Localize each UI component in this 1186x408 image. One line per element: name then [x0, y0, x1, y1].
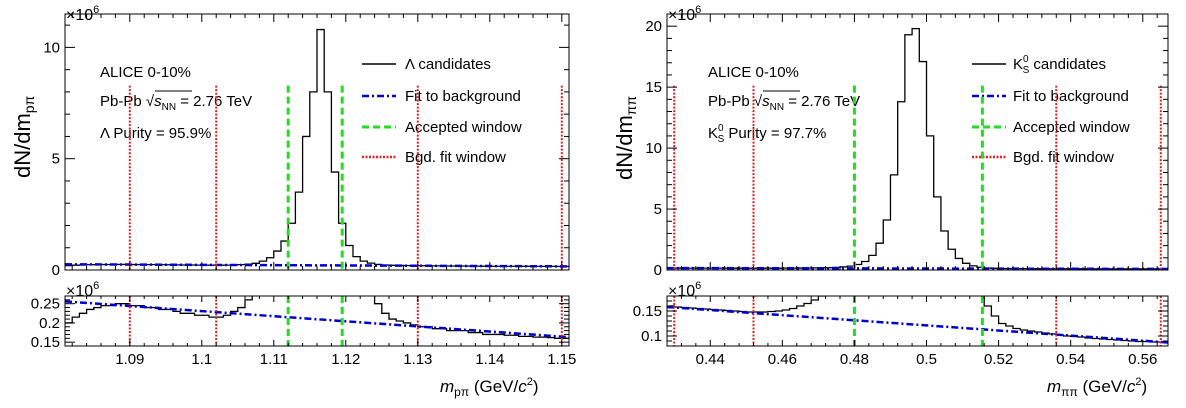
left-xtick-label: 1.14	[475, 351, 504, 368]
left-info-line3: Λ Purity = 95.9%	[100, 125, 211, 142]
left-info-line1: ALICE 0-10%	[100, 64, 191, 81]
left-main-plot-area	[65, 28, 569, 270]
right-legend-candidates: K0 S candidates	[1013, 54, 1106, 76]
right-legend-accepted: Accepted window	[1013, 119, 1130, 136]
right-ratio-background-fit-line	[667, 305, 1168, 344]
left-xtick-label: 1.1	[191, 351, 212, 368]
right-main-plot-area	[667, 27, 1168, 270]
left-legend-fit: Fit to background	[405, 88, 521, 105]
right-info-line2: Pb-Pb √sNN = 2.76 TeV	[708, 93, 860, 113]
right-info-line1: ALICE 0-10%	[708, 64, 799, 81]
left-main-ytick-label: 0	[52, 262, 60, 279]
left-scale-label: ×106	[66, 4, 99, 24]
right-xtick-label: 0.56	[1128, 351, 1157, 368]
right-xtick-label: 0.48	[840, 351, 869, 368]
left-legend-accepted: Accepted window	[405, 119, 522, 136]
left-xtick-label: 1.15	[547, 351, 576, 368]
left-xtick-label: 1.11	[260, 351, 288, 368]
left-main-background-fit-line	[65, 263, 569, 268]
right-y-axis-label: dN/dmππ	[612, 96, 639, 180]
left-xtick-label: 1.09	[115, 351, 144, 368]
left-x-axis-label: mpπ (GeV/c2)	[440, 376, 539, 399]
right-main-ytick-label: 15	[645, 79, 662, 96]
left-legend: Λ candidates Fit to background Accepted …	[362, 56, 522, 166]
right-ratio-ytick-label: 0.15	[633, 303, 662, 320]
right-legend: K0 S candidates Fit to background Accepte…	[972, 54, 1130, 166]
right-main-background-fit-line	[667, 266, 1168, 270]
left-panel: ×106 ×106 dN/dmpπ mpπ (GeV/c2) ALICE 0-1…	[10, 4, 576, 399]
left-xtick-label: 1.12	[331, 351, 360, 368]
right-xtick-label: 0.5	[916, 351, 937, 368]
right-main-ytick-label: 0	[654, 262, 662, 279]
right-xtick-label: 0.44	[696, 351, 725, 368]
right-main-frame	[666, 13, 1169, 271]
right-main-ytick-label: 5	[654, 201, 662, 218]
right-ratio-plot-area	[667, 296, 1168, 346]
right-xtick-label: 0.46	[768, 351, 797, 368]
left-legend-candidates: Λ candidates	[405, 56, 491, 73]
right-xtick-label: 0.54	[1056, 351, 1085, 368]
left-ratio-ytick-label: 0.25	[31, 296, 60, 313]
right-info-line3: K0 S Purity = 97.7%	[708, 123, 826, 145]
right-ratio-ytick-label: 0.1	[641, 328, 662, 345]
left-ratio-frame	[64, 295, 570, 347]
right-ratio-candidates-histogram	[667, 296, 1165, 343]
left-xtick-label: 1.13	[403, 351, 432, 368]
right-x-axis-label: mππ (GeV/c2)	[1047, 376, 1147, 399]
left-ratio-ytick-label: 0.2	[39, 315, 60, 332]
left-info-line2: Pb-Pb √sNN = 2.76 TeV	[100, 93, 252, 113]
left-main-ytick-label: 5	[52, 151, 60, 168]
left-info-box: ALICE 0-10% Pb-Pb √sNN = 2.76 TeV Λ Puri…	[100, 64, 252, 142]
right-main-ytick-label: 10	[645, 140, 662, 157]
right-main-ytick-label: 20	[645, 18, 662, 35]
right-info-box: ALICE 0-10% Pb-Pb √sNN = 2.76 TeV K0 S Pu…	[708, 64, 860, 145]
right-xtick-label: 0.52	[984, 351, 1013, 368]
left-legend-bgd: Bgd. fit window	[405, 149, 506, 166]
left-ratio-plot-area	[65, 296, 569, 346]
left-ratio-background-fit-line	[65, 300, 569, 339]
left-scale-label-ratio: ×106	[66, 280, 99, 300]
left-ratio-ytick-label: 0.15	[31, 334, 60, 351]
right-legend-fit: Fit to background	[1013, 88, 1129, 105]
right-legend-bgd: Bgd. fit window	[1013, 149, 1114, 166]
right-panel: ×106 ×106 dN/dmππ mππ (GeV/c2) ALICE 0-1…	[612, 4, 1169, 399]
left-y-axis-label: dN/dmpπ	[10, 95, 37, 178]
left-main-ytick-label: 10	[43, 39, 60, 56]
